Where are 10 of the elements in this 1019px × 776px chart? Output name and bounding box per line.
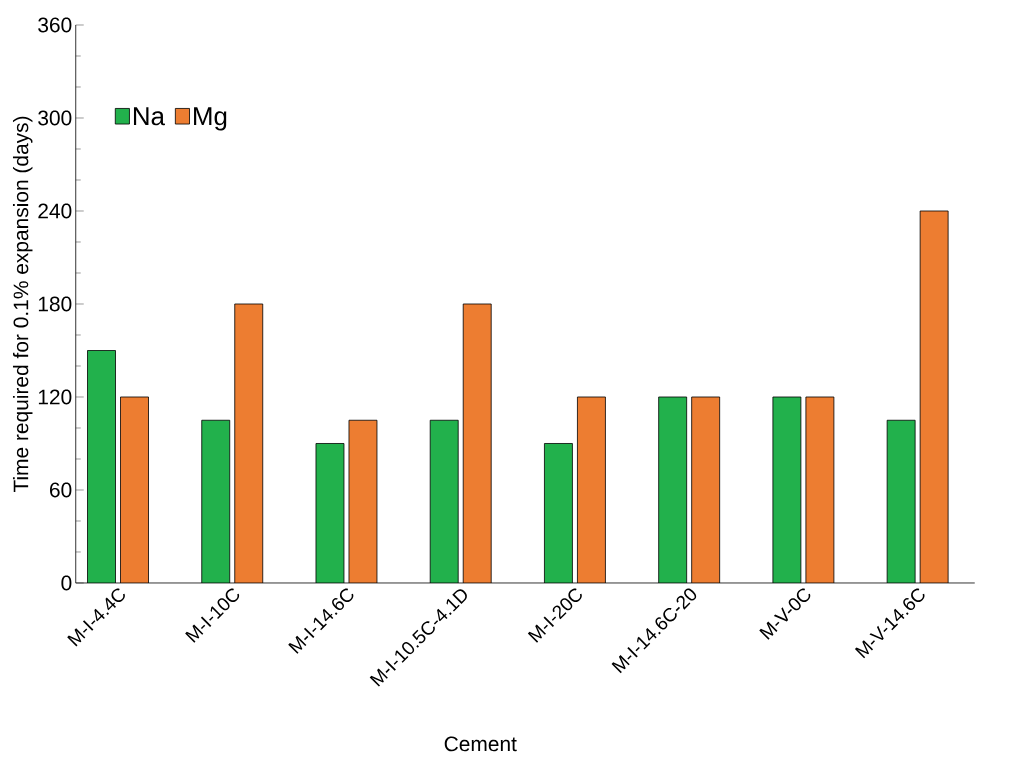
x-axis-title: Cement [444, 736, 517, 752]
y-tick-label: 120 [38, 389, 72, 405]
y-tick-label: 300 [38, 110, 72, 126]
y-tick-label: 60 [50, 482, 72, 498]
y-tick-label: 180 [38, 296, 72, 312]
legend-label: Mg [194, 107, 227, 131]
y-tick-label: 240 [38, 203, 72, 219]
y-tick-label: 360 [38, 17, 72, 33]
legend-label: Na [133, 107, 165, 126]
y-axis-title: Time required for 0.1% expansion (days) [12, 116, 33, 493]
